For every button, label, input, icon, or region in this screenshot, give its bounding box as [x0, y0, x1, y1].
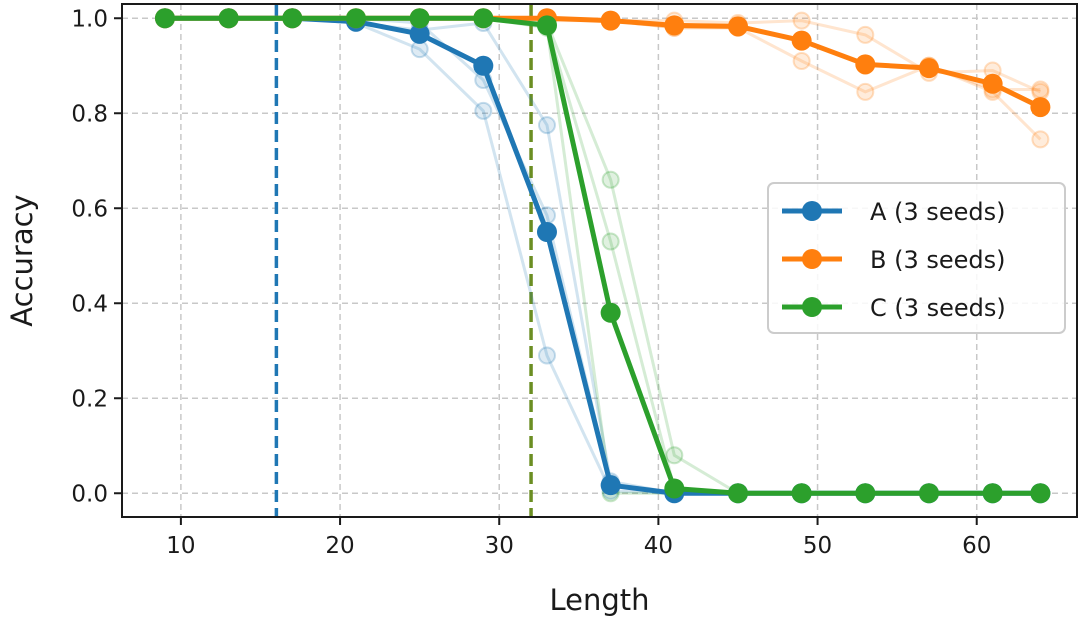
x-tick-label: 60 [962, 533, 991, 559]
series-point [918, 483, 939, 504]
y-axis-label: Accuracy [5, 194, 39, 326]
x-tick-label: 50 [803, 533, 832, 559]
seed-line [164, 16, 1042, 94]
seed-point [792, 11, 811, 30]
y-tick-label: 0.8 [71, 101, 108, 127]
series-point [473, 55, 494, 76]
series-point [536, 15, 557, 36]
series-point [536, 222, 557, 242]
legend-label: B (3 seeds) [870, 246, 1006, 274]
mean-series [154, 8, 1051, 504]
seed-point [856, 82, 875, 101]
series-point [1030, 483, 1051, 504]
seed-line [164, 16, 1042, 141]
y-tick-label: 0.6 [71, 196, 108, 222]
series-point [600, 475, 621, 496]
seed-point [537, 346, 556, 365]
x-tick-label: 10 [166, 533, 195, 559]
seed-point [856, 25, 875, 44]
x-tick-label: 30 [485, 533, 514, 559]
series-point [791, 30, 812, 51]
seed-point [665, 446, 684, 465]
seed-point [1031, 80, 1050, 99]
series-point [409, 8, 430, 29]
series-point [473, 8, 494, 29]
series-point [855, 483, 876, 504]
series-point [727, 483, 748, 504]
legend-label: C (3 seeds) [870, 294, 1006, 322]
y-axis-ticks: 0.0 0.2 0.4 0.6 0.8 1.0 [71, 6, 122, 507]
y-tick-label: 1.0 [71, 6, 108, 32]
y-tick-label: 0.0 [71, 481, 108, 507]
seed-point [792, 52, 811, 70]
x-tick-label: 40 [644, 533, 673, 559]
series-point [282, 8, 303, 29]
legend-label: A (3 seeds) [870, 198, 1005, 226]
series-point [855, 54, 876, 75]
legend-swatch-marker [802, 297, 822, 317]
seed-point [474, 101, 493, 120]
series-point [600, 302, 621, 323]
seed-line [164, 16, 1041, 94]
series-point [154, 8, 175, 29]
series-point [791, 483, 812, 504]
series-point [218, 8, 239, 29]
seed-point [601, 170, 620, 189]
series-point [982, 73, 1003, 94]
x-axis-label: Length [549, 583, 649, 617]
y-tick-label: 0.4 [71, 291, 108, 317]
seed-point [1031, 130, 1050, 149]
threshold-lines [274, 4, 533, 517]
legend-swatch-marker [802, 249, 822, 269]
series-point [982, 483, 1003, 504]
series-point [600, 10, 621, 31]
x-tick-label: 20 [325, 533, 354, 559]
x-axis-ticks: 10 20 30 40 50 60 [166, 517, 991, 559]
legend: A (3 seeds) B (3 seeds) C (3 seeds) [767, 182, 1066, 334]
legend-box [767, 182, 1066, 334]
series-point [345, 8, 366, 29]
plot-frame [121, 3, 1078, 518]
series-point [1030, 97, 1051, 118]
seed-point [537, 116, 556, 135]
series-point [918, 58, 939, 79]
series-point [664, 478, 685, 499]
seed-point [601, 232, 620, 251]
legend-swatch-marker [802, 201, 822, 221]
series-point [727, 16, 748, 37]
series-point [664, 15, 685, 36]
series-point [409, 23, 430, 44]
y-tick-label: 0.2 [71, 386, 108, 412]
